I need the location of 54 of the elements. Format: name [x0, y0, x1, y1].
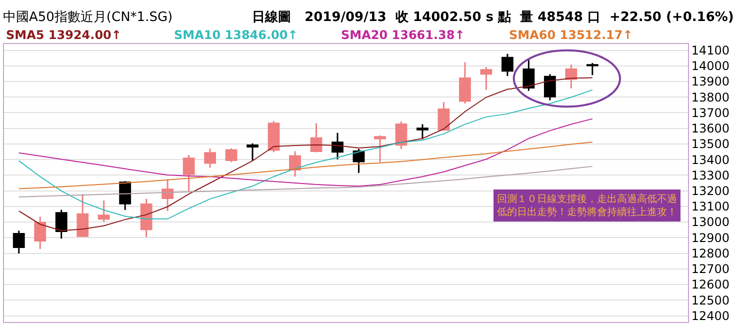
candlestick: [522, 59, 535, 92]
y-tick-label: 13200: [691, 184, 730, 198]
candlestick: [501, 53, 514, 77]
candlestick: [268, 120, 280, 153]
candlestick: [34, 216, 46, 250]
candlestick: [98, 200, 110, 223]
candlestick: [310, 122, 322, 153]
y-tick-label: 13900: [691, 74, 730, 89]
y-tick-label: 13100: [691, 200, 730, 214]
candlestick: [76, 193, 89, 238]
candlestick: [289, 150, 301, 178]
candlestick: [395, 120, 408, 150]
line-series: [18, 118, 593, 187]
candlestick: [416, 124, 428, 140]
y-tick-label: 12400: [691, 308, 730, 323]
candlestick: [119, 180, 132, 211]
candlestick: [162, 178, 174, 212]
candlestick: [544, 73, 556, 102]
y-tick-label: 13600: [691, 122, 730, 136]
candlestick: [246, 142, 258, 162]
candlestick: [480, 66, 492, 91]
text: SMA5 13924.00↑: [6, 28, 122, 42]
candlestick: [586, 62, 598, 76]
y-tick-label: 12500: [691, 293, 730, 308]
y-tick-label: 12800: [691, 246, 730, 260]
chart-title: 中國A50指數近月(CN*1.SG): [3, 10, 173, 25]
candlestick: [225, 148, 238, 163]
y-tick-label: 13300: [691, 168, 730, 182]
y-tick-label: 13700: [691, 106, 730, 120]
y-tick-label: 14000: [691, 59, 730, 74]
y-tick-label: 12700: [691, 262, 730, 276]
annotation: 回測１０日線支撐後，走出高過高低不過低的日出走勢！走勢將會持續往上進攻！: [497, 193, 677, 218]
chart-subtitle: 日線圖 2019/09/13 收 14002.50 s 點 量 48548 口 +22.50 (+0.16%): [252, 10, 734, 25]
candlestick: [438, 101, 450, 132]
y-tick-label: 14100: [691, 43, 730, 58]
candlestick: [55, 208, 68, 240]
text: SMA20 13661.38↑: [341, 28, 465, 42]
text: SMA60 13512.17↑: [509, 28, 633, 42]
candlestick: [374, 134, 386, 164]
text: SMA10 13846.00↑: [174, 28, 298, 42]
candlestick: [12, 230, 25, 254]
y-tick-label: 12900: [691, 230, 730, 245]
candlestick: [182, 154, 195, 192]
candlestick: [140, 198, 152, 238]
y-tick-label: 13500: [691, 137, 730, 152]
line-series: [18, 142, 593, 190]
y-tick-label: 13800: [691, 90, 730, 104]
candlestick: [332, 132, 344, 160]
candlestick: [565, 64, 578, 90]
y-tick-label: 13000: [691, 215, 730, 230]
candlestick: [459, 62, 471, 104]
y-tick-label: 12600: [691, 278, 730, 292]
y-tick-label: 13400: [691, 152, 730, 167]
candlestick: [204, 148, 216, 168]
